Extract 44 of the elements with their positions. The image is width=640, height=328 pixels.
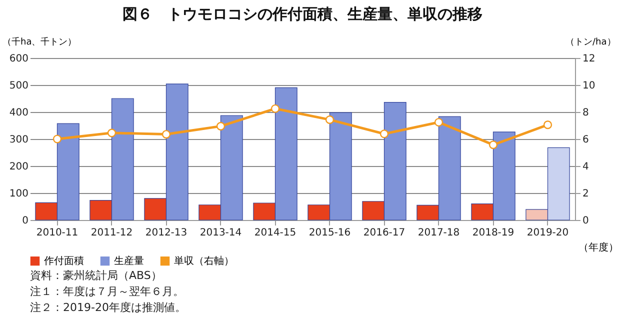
legend-label: 作付面積: [43, 255, 84, 268]
x-tick-label: 2011-12: [90, 228, 133, 238]
point: [488, 140, 498, 150]
x-tick-label: 2017-18: [418, 228, 460, 238]
x-tick-label: 2012-13: [145, 228, 188, 238]
y-tick-label: 200: [9, 162, 28, 172]
y-tick-label: 600: [9, 54, 28, 64]
y2-tick-label: 0: [582, 216, 589, 226]
text: 注１：年度は７月～翌年６月。: [30, 284, 185, 300]
x-tick-label: 2014-15: [254, 228, 296, 238]
point: [434, 118, 444, 127]
legend-label: 生産量: [114, 255, 144, 268]
x-tick-label: 2018-19: [472, 228, 514, 238]
x-tick-label: 2010-11: [36, 228, 78, 238]
point: [325, 115, 334, 124]
y-tick-label: 500: [9, 80, 28, 92]
text: 資料：豪州統計局（ABS）: [30, 268, 163, 284]
point: [380, 130, 389, 138]
chart-title: 図６ トウモロコシの作付面積、生産量、単収の推移: [122, 5, 482, 23]
y-tick-label: 300: [9, 134, 28, 146]
x-axis-title: （年度）: [578, 242, 618, 254]
y-tick-label: 100: [9, 188, 28, 200]
y-tick-label: 400: [9, 108, 28, 118]
y2-tick-label: 2: [582, 188, 589, 200]
y-tick-label: 0: [22, 216, 28, 226]
y2-axis-title: （トン/ha）: [566, 38, 616, 48]
x-tick-label: 2013-14: [200, 228, 242, 238]
point: [543, 120, 552, 130]
y2-tick-label: 10: [582, 80, 596, 92]
y2-tick-label: 12: [582, 54, 596, 64]
y2-tick-label: 6: [582, 134, 589, 146]
point: [107, 128, 116, 138]
y2-tick-label: 4: [582, 162, 589, 172]
text: 注２：2019-20年度は推測値。: [30, 300, 187, 316]
y2-tick-label: 8: [582, 108, 589, 118]
y-axis-title: （千ha、千トン）: [2, 36, 77, 48]
x-tick-label: 2019-20: [526, 228, 569, 238]
point: [162, 130, 171, 139]
legend-label: 単収（右軸）: [174, 255, 234, 268]
point: [216, 122, 226, 130]
point: [270, 104, 280, 113]
x-tick-label: 2015-16: [308, 228, 351, 238]
x-tick-label: 2016-17: [363, 228, 406, 238]
point: [52, 134, 62, 144]
